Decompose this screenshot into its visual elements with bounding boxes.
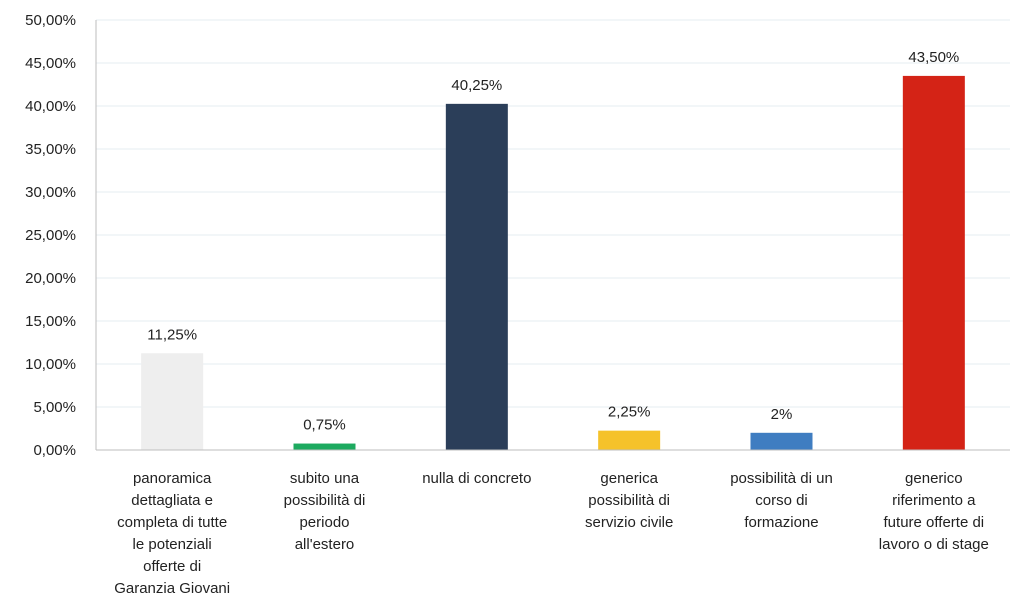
y-tick-label: 10,00% [25,356,76,373]
category-label: nulla di concreto [422,470,531,487]
category-label: possibilità di un [730,470,833,487]
category-label: subito una [290,470,360,487]
category-label: generica [600,470,658,487]
y-tick-label: 45,00% [25,55,76,72]
data-label: 11,25% [147,326,197,343]
category-label: dettagliata e [131,492,213,509]
y-tick-label: 0,00% [33,442,76,459]
category-label: lavoro o di stage [879,536,989,553]
y-tick-label: 25,00% [25,227,76,244]
category-label: possibilità di [284,492,366,509]
category-label: future offerte di [884,514,985,531]
y-tick-label: 20,00% [25,270,76,287]
category-label: servizio civile [585,514,673,531]
category-label: offerte di [143,558,201,575]
category-label: possibilità di [588,492,670,509]
bars [141,75,965,451]
data-label: 40,25% [451,77,502,94]
bar [598,430,661,450]
data-labels: 11,25% 0,75% 40,25% 2,25% 2% 43,50% [147,49,959,434]
category-label: all'estero [295,536,355,553]
bar [141,353,204,450]
category-label: formazione [744,514,818,531]
x-axis: panoramica dettagliata e completa di tutte… [96,449,1010,597]
data-label: 0,75% [303,417,346,434]
data-label: 2,25% [608,404,651,421]
category-label: Garanzia Giovani [114,580,230,597]
bar [445,103,508,450]
category-label: panoramica [133,470,212,487]
y-tick-label: 40,00% [25,98,76,115]
y-tick-label: 30,00% [25,184,76,201]
gridlines [96,19,1010,408]
y-tick-label: 15,00% [25,313,76,330]
category-label: periodo [299,514,349,531]
category-label: le potenziali [133,536,212,553]
data-label: 2% [771,406,793,423]
category-label: generico [905,470,963,487]
category-label: riferimento a [892,492,976,509]
bar [750,432,813,450]
bar [902,75,965,451]
y-axis: 0,00% 5,00% 10,00% 15,00% 20,00% 25,00% 30,00%… [25,12,97,459]
data-label: 43,50% [908,49,959,66]
bar [293,443,356,450]
y-tick-label: 50,00% [25,12,76,29]
y-tick-label: 35,00% [25,141,76,158]
category-label: completa di tutte [117,514,227,531]
category-label: corso di [755,492,808,509]
y-tick-label: 5,00% [33,399,76,416]
